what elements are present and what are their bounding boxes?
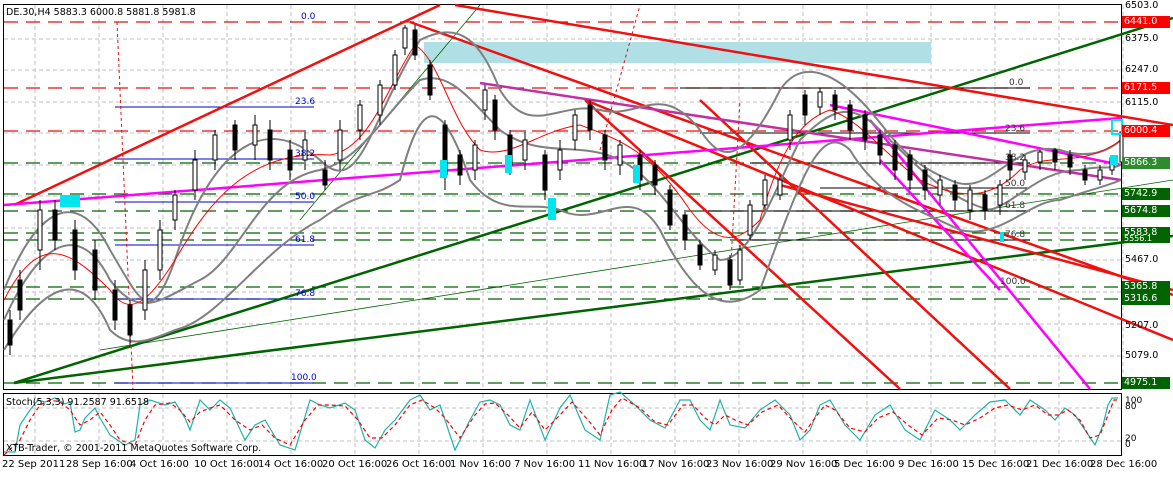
price-label: 5556.1 [1122,235,1170,243]
stoch-level: 0 [1125,440,1131,450]
candles [7,25,1124,355]
price-tick: 6115.0 [1125,97,1159,108]
time-label: 22 Sep 2011 [2,459,66,470]
stoch-level: 80 [1125,402,1137,412]
price-label: 6171.5 [1122,82,1170,94]
resistance-zone [424,42,931,63]
stoch-label: Stoch(5,3,3) 91.2587 91.6518 [6,397,150,408]
fib-label: 23.6 [1005,124,1026,134]
fib-label: 100.0 [291,373,317,383]
stoch-signal-line [3,397,1118,456]
time-label: 5 Dec 16:00 [834,459,895,470]
time-label: 28 Dec 16:00 [1090,459,1158,470]
time-label: 11 Nov 16:00 [578,459,646,470]
price-tick: 5079.0 [1125,350,1159,361]
time-label: 17 Nov 16:00 [642,459,710,470]
copyright-text: XTB-Trader, © 2001-2011 MetaQuotes Softw… [6,443,262,454]
time-label: 20 Oct 16:00 [322,459,388,470]
stoch-main-line [4,391,1118,453]
price-tick: 6503.0 [1125,0,1159,11]
price-label: 5365.8 [1122,281,1170,293]
fib-label: 38.2 [1005,153,1026,163]
price-label: 5674.8 [1122,205,1170,217]
fib-label: 61.8 [1005,201,1026,211]
time-label: 15 Dec 16:00 [962,459,1030,470]
time-label: 28 Sep 16:00 [66,459,133,470]
fib-label: 0.0 [301,12,316,22]
time-label: 4 Oct 16:00 [130,459,189,470]
time-label: 1 Nov 16:00 [450,459,512,470]
fib-label: 61.8 [295,235,316,245]
stoch-level: 100 [1125,396,1143,406]
symbol-info: DE.30,H4 5883.3 6000.8 5881.8 5981.8 [6,7,196,18]
fib-label: 50.0 [295,192,316,202]
fib-label: 76.8 [295,289,316,299]
fib-label: 23.6 [295,97,316,107]
time-label: 9 Dec 16:00 [898,459,959,470]
price-tick: 6247.0 [1125,64,1159,75]
fib-label: 0.0 [1009,78,1024,88]
time-label: 26 Oct 16:00 [386,459,452,470]
time-label: 10 Oct 16:00 [194,459,260,470]
price-label: 5742.9 [1122,188,1170,200]
trend-lines-red [13,3,1173,390]
time-label: 14 Oct 16:00 [258,459,324,470]
fib-label: 100.0 [1000,277,1026,287]
time-label: 21 Dec 16:00 [1026,459,1094,470]
stoch-level: 20 [1125,434,1137,444]
price-label: 4975.1 [1122,377,1170,389]
moving-average [3,44,1122,305]
price-label: 5316.6 [1122,293,1170,305]
fib-label: 38.2 [295,149,316,159]
price-tick: 5207.0 [1125,320,1159,331]
price-tick: 6375.0 [1125,33,1159,44]
price-tick: 5467.0 [1125,254,1159,265]
price-label: 6000.4 [1122,125,1170,137]
fib-label: 50.0 [1005,179,1026,189]
price-label: 5866.3 [1122,157,1170,169]
time-label: 29 Nov 16:00 [770,459,838,470]
time-label: 7 Nov 16:00 [514,459,576,470]
time-label: 23 Nov 16:00 [706,459,774,470]
price-label: 6441.0 [1122,16,1170,28]
trend-lines-purple [479,81,1122,182]
fib-label: 76.8 [1005,230,1026,240]
